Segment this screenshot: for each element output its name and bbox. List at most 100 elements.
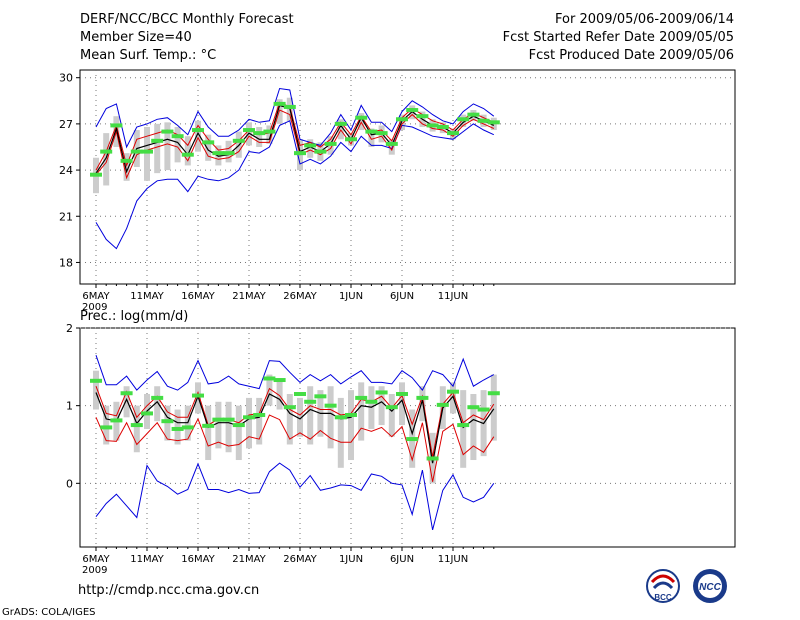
- footer-url[interactable]: http://cmdp.ncc.cma.gov.cn: [78, 583, 260, 598]
- median-marker: [375, 390, 388, 395]
- median-marker: [487, 391, 500, 396]
- x-tick-label: 16MAY: [181, 554, 215, 565]
- spread-box: [215, 145, 222, 166]
- median-marker: [212, 417, 225, 422]
- median-marker: [447, 131, 459, 136]
- x-tick-label: 6JUN: [390, 291, 414, 302]
- mean-line: [95, 392, 495, 464]
- median-marker: [355, 115, 368, 120]
- median-marker: [110, 123, 123, 128]
- median-marker: [243, 415, 255, 420]
- median-marker: [151, 138, 164, 143]
- median-marker: [141, 149, 153, 154]
- y-tick-label: 18: [59, 256, 73, 269]
- median-marker: [324, 403, 337, 408]
- x-tick-label: 11MAY: [130, 554, 164, 565]
- spread-box: [388, 139, 395, 155]
- median-marker: [385, 405, 398, 410]
- spread-box: [205, 134, 212, 161]
- spread-box: [358, 382, 365, 441]
- median-marker: [477, 118, 490, 123]
- spread-box: [307, 139, 314, 158]
- spread-box: [286, 394, 293, 445]
- spread-box: [388, 394, 395, 437]
- median-marker: [120, 158, 133, 163]
- spread-box: [470, 394, 477, 461]
- spread-box: [327, 386, 334, 449]
- max-line: [95, 87, 495, 149]
- median-marker: [416, 114, 429, 119]
- median-marker: [334, 415, 347, 420]
- y-tick-label: 27: [59, 118, 73, 131]
- spread-box: [144, 126, 150, 181]
- spread-box: [164, 122, 171, 171]
- spread-box: [103, 405, 110, 445]
- spread-box: [266, 374, 273, 406]
- median-marker: [304, 399, 317, 404]
- median-marker: [345, 137, 357, 142]
- median-marker: [192, 393, 204, 398]
- svg-text:NCC: NCC: [699, 582, 721, 593]
- median-marker: [283, 104, 296, 109]
- median-marker: [130, 149, 143, 154]
- spread-box: [460, 390, 467, 468]
- forecast-period: For 2009/05/06-2009/06/14: [555, 12, 734, 27]
- spread-box: [93, 370, 99, 410]
- spread-box: [123, 386, 130, 418]
- x-tick-label: 11MAY: [130, 291, 164, 302]
- median-marker: [253, 412, 266, 417]
- median-marker: [294, 392, 306, 397]
- spread-box: [276, 378, 283, 410]
- median-marker: [314, 149, 327, 154]
- variable-label: Mean Surf. Temp.: °C: [80, 48, 217, 63]
- median-marker: [355, 395, 368, 400]
- x-tick-label: 26MAY: [283, 291, 317, 302]
- spread-box: [215, 401, 222, 449]
- median-marker: [90, 378, 102, 383]
- spread-box: [378, 386, 385, 426]
- spread-box: [399, 382, 405, 426]
- median-marker: [467, 405, 480, 410]
- median-marker: [304, 143, 317, 148]
- median-marker: [263, 129, 276, 134]
- median-marker: [202, 423, 215, 428]
- median-marker: [487, 120, 500, 125]
- bcc-logo: BCC: [646, 569, 680, 603]
- median-marker: [426, 123, 439, 128]
- median-marker: [345, 412, 357, 417]
- spread-box: [368, 128, 375, 147]
- median-marker: [396, 392, 408, 397]
- median-marker: [365, 129, 378, 134]
- x-tick-label: 6MAY: [82, 291, 110, 302]
- min-line: [95, 120, 495, 250]
- median-marker: [263, 376, 276, 381]
- started-date: Fcst Started Refer Date 2009/05/05: [502, 30, 734, 45]
- median-marker: [90, 172, 102, 177]
- median-marker: [110, 418, 123, 423]
- spread-box: [123, 153, 130, 181]
- median-marker: [385, 141, 398, 146]
- spread-box: [225, 401, 232, 453]
- x-tick-label: 21MAY: [232, 554, 266, 565]
- median-marker: [457, 423, 470, 428]
- median-marker: [294, 151, 306, 156]
- spread-box: [184, 136, 191, 166]
- median-marker: [222, 151, 235, 156]
- median-marker: [375, 131, 388, 136]
- median-marker: [243, 128, 255, 133]
- y-tick-label: 30: [59, 72, 73, 85]
- median-marker: [120, 391, 133, 396]
- median-marker: [171, 134, 184, 139]
- median-marker: [232, 423, 245, 428]
- spread-box: [235, 405, 242, 461]
- median-marker: [334, 121, 347, 126]
- median-marker: [141, 411, 153, 416]
- spread-box: [307, 386, 314, 445]
- spread-box: [297, 397, 303, 437]
- median-marker: [232, 138, 245, 143]
- plot-frame: [79, 69, 736, 285]
- precip-label: Prec.: log(mm/d): [80, 309, 189, 324]
- median-marker: [202, 140, 215, 145]
- upper-line: [95, 386, 495, 457]
